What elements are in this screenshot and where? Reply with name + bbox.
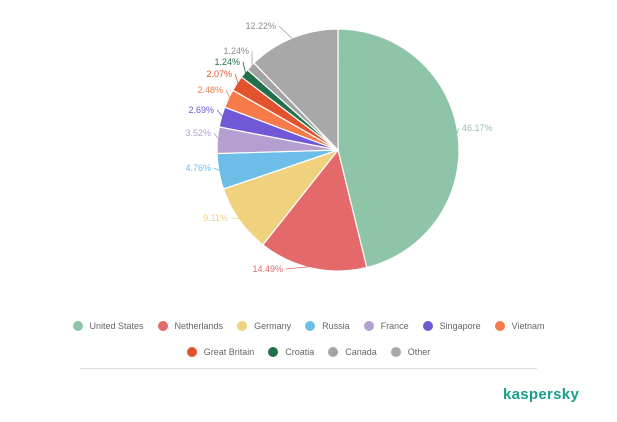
data-label-france: 3.52% — [185, 128, 211, 138]
pie-chart: 46.17% 14.49% 9.11% 4.76% 3.52% 2.69% 2.48% 2.0… — [185, 21, 493, 274]
data-label-great-britain: 2.07% — [206, 69, 232, 79]
legend-label: Canada — [345, 347, 377, 357]
legend-item-canada[interactable]: Canada — [328, 347, 377, 357]
legend-swatch — [494, 321, 505, 331]
legend-item-russia[interactable]: Russia — [305, 321, 350, 331]
divider — [80, 368, 537, 369]
legend-swatch — [157, 321, 168, 331]
connector-singapore — [216, 109, 224, 118]
pie-slice-united-states[interactable] — [337, 28, 460, 269]
legend-item-united-states[interactable]: United States — [72, 321, 144, 331]
legend-swatch — [305, 321, 316, 331]
legend-label: United States — [89, 321, 144, 331]
connector-russia — [213, 167, 222, 172]
data-label-singapore: 2.69% — [188, 105, 214, 115]
legend-item-netherlands[interactable]: Netherlands — [157, 321, 224, 331]
connector-germany — [230, 217, 241, 219]
legend-label: Croatia — [285, 347, 315, 357]
legend-row-1: United States Netherlands Germany Russia Fra… — [72, 319, 545, 333]
legend-swatch — [422, 321, 433, 331]
legend-label: Singapore — [439, 321, 481, 331]
legend-swatch — [237, 321, 248, 331]
legend-swatch — [390, 347, 401, 357]
data-label-russia: 4.76% — [185, 163, 211, 173]
connector-other — [278, 25, 294, 40]
legend-item-vietnam[interactable]: Vietnam — [494, 321, 545, 331]
pie-slice-other[interactable] — [253, 28, 339, 152]
legend-item-france[interactable]: France — [363, 321, 409, 331]
data-label-vietnam: 2.48% — [197, 85, 223, 95]
legend-label: Vietnam — [511, 321, 545, 331]
legend-swatch — [268, 347, 279, 357]
data-label-united-states: 46.17% — [462, 123, 493, 133]
data-label-canada: 1.24% — [223, 46, 249, 56]
legend-item-great-britain[interactable]: Great Britain — [186, 347, 255, 357]
data-label-netherlands: 14.49% — [252, 264, 283, 274]
legend-label: Russia — [322, 321, 350, 331]
connector-croatia — [242, 61, 247, 75]
chart-legend: United States Netherlands Germany Russia Fra… — [72, 319, 545, 359]
legend-label: Other — [407, 347, 431, 357]
legend-swatch — [72, 321, 83, 331]
legend-label: Netherlands — [174, 321, 224, 331]
legend-swatch — [363, 321, 374, 331]
connector-great-britain — [234, 73, 239, 85]
legend-item-other[interactable]: Other — [390, 347, 431, 357]
data-label-germany: 9.11% — [203, 213, 228, 223]
connector-france — [213, 132, 220, 141]
connector-vietnam — [225, 89, 231, 100]
legend-label: Germany — [254, 321, 292, 331]
connector-united-states — [455, 127, 460, 136]
legend-item-singapore[interactable]: Singapore — [422, 321, 481, 331]
legend-swatch — [186, 347, 197, 357]
legend-label: France — [380, 321, 409, 331]
legend-item-croatia[interactable]: Croatia — [268, 347, 314, 357]
connector-netherlands — [285, 265, 313, 270]
legend-row-2: Great Britain Croatia Canada Other — [80, 345, 537, 359]
pie-slice-netherlands[interactable] — [261, 148, 368, 272]
kaspersky-logo: kaspersky — [503, 386, 580, 403]
legend-label: Great Britain — [203, 347, 255, 357]
legend-swatch — [328, 347, 339, 357]
legend-item-germany[interactable]: Germany — [237, 321, 291, 331]
data-label-croatia: 1.24% — [214, 57, 240, 67]
data-label-other: 12.22% — [245, 21, 276, 31]
